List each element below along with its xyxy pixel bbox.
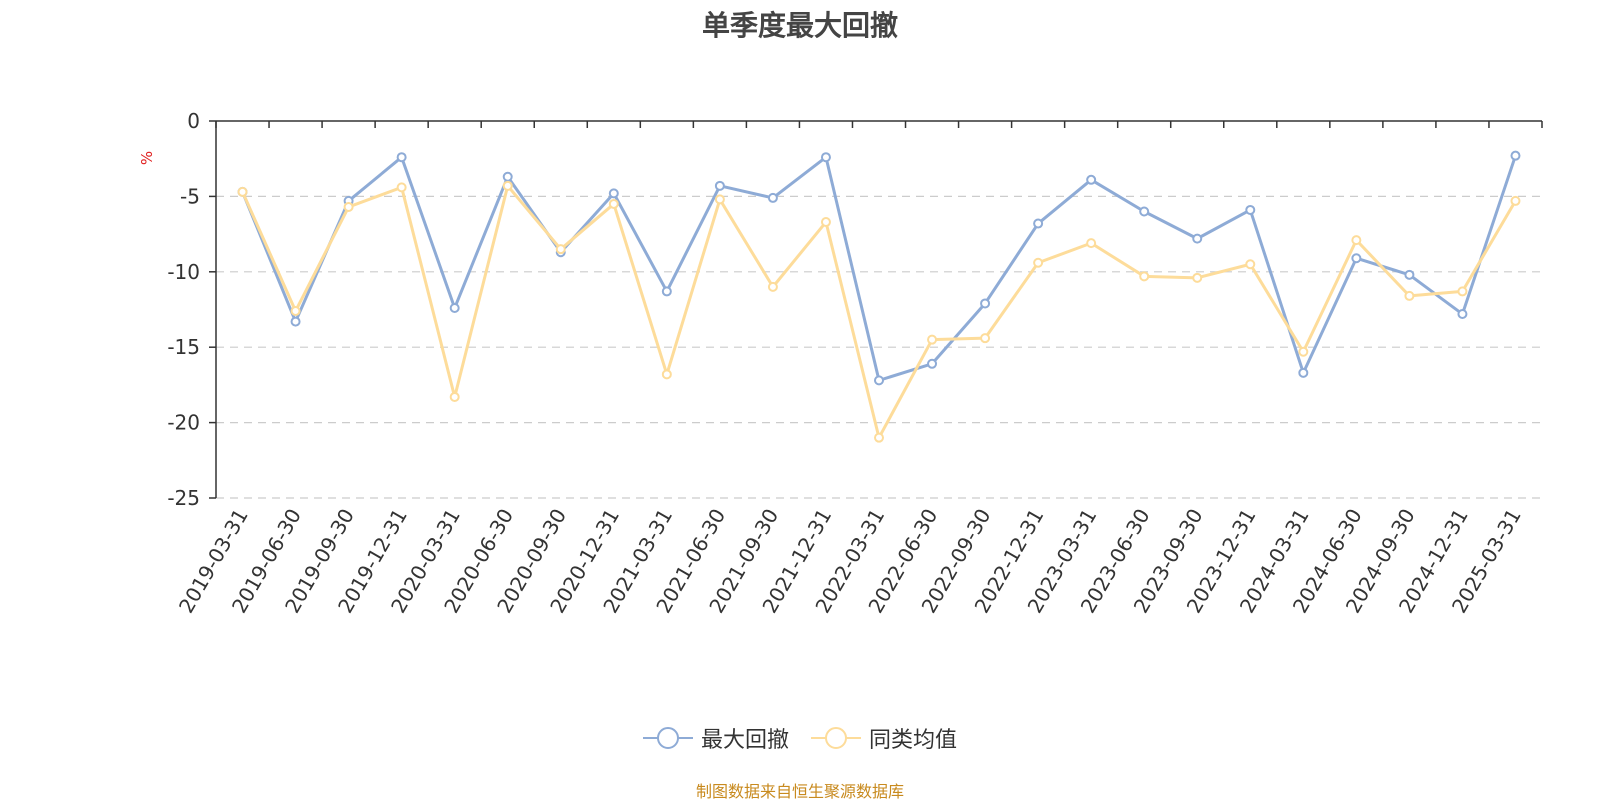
data-point-series-2 — [927, 334, 938, 345]
data-point-series-2 — [396, 182, 407, 193]
data-point-series-1 — [714, 180, 725, 191]
legend-item-series-1[interactable]: 最大回撤 — [642, 722, 789, 754]
data-point-series-2 — [343, 201, 354, 212]
data-point-series-1 — [1245, 204, 1256, 215]
data-point-series-2 — [1510, 195, 1521, 206]
axes: 0-5-10-15-20-252019-03-312019-06-302019-… — [167, 109, 1543, 617]
y-tick-label: -25 — [167, 486, 200, 510]
data-point-series-2 — [767, 281, 778, 292]
data-point-series-2 — [1298, 346, 1309, 357]
data-point-series-1 — [396, 152, 407, 163]
data-point-series-2 — [1033, 257, 1044, 268]
data-point-series-1 — [1351, 253, 1362, 264]
y-axis-unit-label: % — [138, 151, 156, 165]
legend-label: 同类均值 — [869, 728, 958, 753]
y-tick-label: 0 — [187, 109, 200, 133]
data-point-series-1 — [1192, 233, 1203, 244]
chart-title: 单季度最大回撤 — [701, 9, 898, 42]
data-point-series-1 — [502, 171, 513, 182]
data-point-series-1 — [608, 188, 619, 199]
legend-line-marker-icon — [811, 727, 861, 749]
y-tick-label: -10 — [167, 260, 200, 284]
data-point-series-2 — [1457, 286, 1468, 297]
data-point-series-1 — [661, 286, 672, 297]
data-point-series-1 — [1510, 150, 1521, 161]
data-point-series-1 — [1139, 206, 1150, 217]
data-point-series-1 — [1457, 309, 1468, 320]
data-point-series-1 — [874, 375, 884, 386]
data-point-series-2 — [1192, 272, 1203, 283]
data-point-series-1 — [290, 316, 301, 327]
data-point-series-2 — [661, 369, 672, 380]
data-point-series-1 — [1404, 269, 1415, 280]
data-point-series-1 — [1298, 367, 1309, 378]
data-point-series-1 — [767, 192, 778, 203]
data-point-series-1 — [927, 358, 938, 369]
data-point-series-2 — [874, 432, 884, 443]
legend-line-marker-icon — [642, 727, 693, 749]
y-tick-label: -15 — [167, 335, 200, 359]
data-point-series-2 — [1139, 271, 1150, 282]
data-point-series-2 — [1404, 290, 1415, 301]
data-point-series-2 — [1245, 259, 1256, 270]
y-tick-label: -20 — [167, 411, 200, 435]
data-point-series-2 — [1351, 235, 1362, 246]
data-point-series-2 — [1086, 238, 1097, 249]
data-point-series-2 — [502, 180, 513, 191]
data-point-series-2 — [290, 306, 301, 317]
data-point-series-2 — [608, 198, 619, 209]
data-point-series-2 — [555, 244, 566, 255]
legend: 最大回撤 同类均值 — [0, 722, 1600, 754]
series-line-2 — [241, 184, 1517, 440]
data-point-series-1 — [820, 152, 831, 163]
legend-label: 最大回撤 — [700, 728, 789, 753]
data-point-series-2 — [980, 333, 991, 344]
data-point-series-2 — [820, 217, 831, 228]
source-note: 制图数据来自恒生聚源数据库 — [695, 782, 904, 801]
data-point-series-2 — [237, 186, 248, 197]
legend-item-series-2[interactable]: 同类均值 — [811, 722, 957, 754]
grid-lines — [216, 195, 1542, 499]
data-point-series-1 — [1033, 218, 1044, 229]
data-point-series-1 — [980, 298, 991, 309]
data-point-series-2 — [449, 391, 460, 402]
data-point-series-2 — [714, 194, 725, 205]
data-point-series-1 — [449, 302, 460, 313]
series-lines — [237, 150, 1521, 443]
data-point-series-1 — [1086, 174, 1097, 185]
y-tick-label: -5 — [180, 184, 200, 208]
